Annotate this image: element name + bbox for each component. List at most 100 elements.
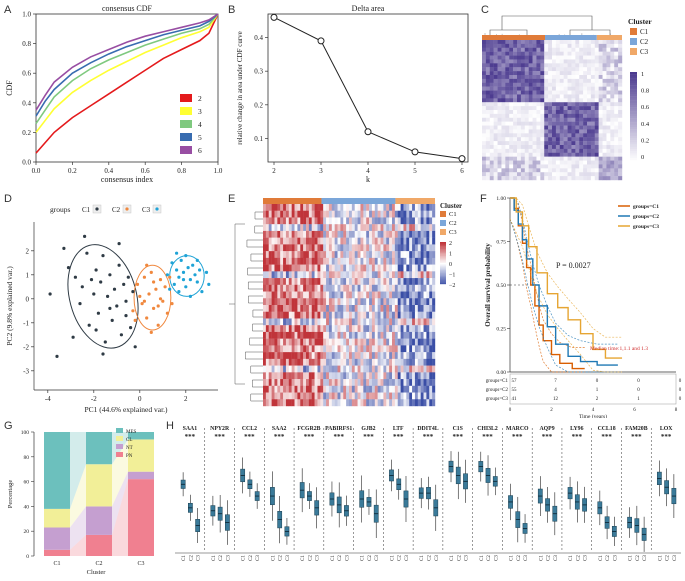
heatmap-cell bbox=[412, 210, 416, 218]
scale-step bbox=[630, 91, 637, 95]
heatmap-cell bbox=[598, 40, 603, 45]
heatmap-cell bbox=[369, 284, 373, 292]
legend-dot-C2 bbox=[125, 207, 129, 211]
heatmap-cell bbox=[575, 168, 580, 173]
heatmap-cell bbox=[587, 176, 592, 181]
heatmap-cell bbox=[598, 137, 603, 142]
heatmap-cell bbox=[291, 379, 295, 386]
heatmap-cell bbox=[420, 284, 424, 292]
heatmap-cell bbox=[377, 257, 381, 265]
heatmap-cell bbox=[363, 311, 367, 319]
heatmap-cell bbox=[559, 129, 564, 134]
heatmap-cell bbox=[552, 55, 557, 60]
heatmap-cell bbox=[277, 230, 281, 238]
x-tick-label: C2 bbox=[368, 555, 373, 561]
heatmap-cell bbox=[360, 298, 364, 306]
heatmap-cell bbox=[297, 311, 301, 319]
heatmap-cell bbox=[331, 271, 335, 279]
heatmap-cell bbox=[308, 278, 312, 285]
heatmap-cell bbox=[271, 338, 275, 346]
x-tick-label: C1 bbox=[480, 555, 485, 561]
heatmap-cell bbox=[420, 204, 424, 211]
x-tick-label: C3 bbox=[673, 555, 678, 561]
x-tick-label: 2 bbox=[550, 408, 553, 413]
heatmap-cell bbox=[571, 47, 576, 52]
risk-row-label: groups=C3 bbox=[486, 397, 509, 402]
scale-step bbox=[630, 74, 637, 77]
heatmap-cell bbox=[571, 141, 576, 146]
heatmap-cell bbox=[618, 94, 623, 99]
heatmap-cell bbox=[346, 264, 350, 272]
heatmap-cell bbox=[505, 121, 510, 126]
heatmap-cell bbox=[328, 298, 332, 306]
heatmap-cell bbox=[334, 298, 338, 306]
heatmap-cell bbox=[343, 352, 347, 360]
heatmap-cell bbox=[590, 102, 595, 107]
x-tick-label: C2 bbox=[636, 555, 641, 561]
heatmap-cell bbox=[392, 311, 396, 319]
heatmap-cell bbox=[513, 90, 518, 95]
heatmap-cell bbox=[285, 284, 289, 292]
heatmap-cell bbox=[294, 352, 298, 360]
heatmap-cell bbox=[583, 117, 588, 122]
heatmap-cell bbox=[532, 113, 537, 118]
heatmap-cell bbox=[501, 55, 506, 60]
heatmap-cell bbox=[283, 325, 287, 333]
heatmap-cell bbox=[489, 117, 494, 122]
heatmap-cell bbox=[587, 59, 592, 64]
heatmap-cell bbox=[400, 399, 404, 407]
heatmap-cell bbox=[482, 98, 487, 103]
heatmap-cell bbox=[406, 271, 410, 279]
heatmap-cell bbox=[306, 237, 310, 245]
heatmap-cell bbox=[489, 113, 494, 118]
heatmap-cell bbox=[485, 113, 490, 118]
heatmap-cell bbox=[571, 145, 576, 150]
heatmap-cell bbox=[517, 102, 522, 107]
heatmap-cell bbox=[357, 244, 361, 252]
heatmap-cell bbox=[559, 176, 564, 181]
heatmap-cell bbox=[489, 148, 494, 153]
heatmap-cell bbox=[524, 90, 529, 95]
heatmap-cell bbox=[513, 86, 518, 91]
heatmap-cell bbox=[520, 145, 525, 150]
heatmap-cell bbox=[482, 117, 487, 122]
heatmap-cell bbox=[300, 365, 304, 373]
heatmap-cell bbox=[346, 372, 350, 380]
heatmap-cell bbox=[489, 156, 494, 161]
heatmap-cell bbox=[303, 325, 307, 333]
heatmap-cell bbox=[400, 251, 404, 259]
heatmap-cell bbox=[618, 59, 623, 64]
heatmap-cell bbox=[412, 244, 416, 252]
heatmap-cell bbox=[501, 152, 506, 157]
x-tick-label: C3 bbox=[405, 555, 410, 561]
heatmap-cell bbox=[544, 98, 549, 103]
heatmap-cell bbox=[369, 385, 373, 393]
heatmap-cell bbox=[328, 379, 332, 386]
heatmap-cell bbox=[394, 237, 398, 245]
heatmap-cell bbox=[610, 82, 615, 87]
heatmap-cell bbox=[320, 298, 324, 306]
heatmap-cell bbox=[426, 244, 430, 252]
heatmap-cell bbox=[326, 345, 330, 353]
x-tick-label: C3 bbox=[375, 555, 380, 561]
heatmap-cell bbox=[277, 311, 281, 319]
heatmap-cell bbox=[420, 278, 424, 285]
heatmap-cell bbox=[354, 217, 358, 225]
bar-MES-C2 bbox=[86, 432, 112, 465]
heatmap-cell bbox=[265, 298, 269, 306]
heatmap-cell bbox=[343, 305, 347, 312]
heatmap-cell bbox=[501, 121, 506, 126]
heatmap-cell bbox=[280, 298, 284, 306]
heatmap-cell bbox=[320, 284, 324, 292]
heatmap-cell bbox=[524, 98, 529, 103]
heatmap-cell bbox=[363, 278, 367, 285]
heatmap-cell bbox=[369, 251, 373, 259]
heatmap-cell bbox=[331, 244, 335, 252]
heatmap-cell bbox=[363, 204, 367, 211]
heatmap-cell bbox=[482, 121, 487, 126]
heatmap-cell bbox=[380, 305, 384, 312]
heatmap-cell bbox=[579, 160, 584, 165]
heatmap-cell bbox=[386, 217, 390, 225]
heatmap-cell bbox=[271, 345, 275, 353]
heatmap-cell bbox=[389, 244, 393, 252]
